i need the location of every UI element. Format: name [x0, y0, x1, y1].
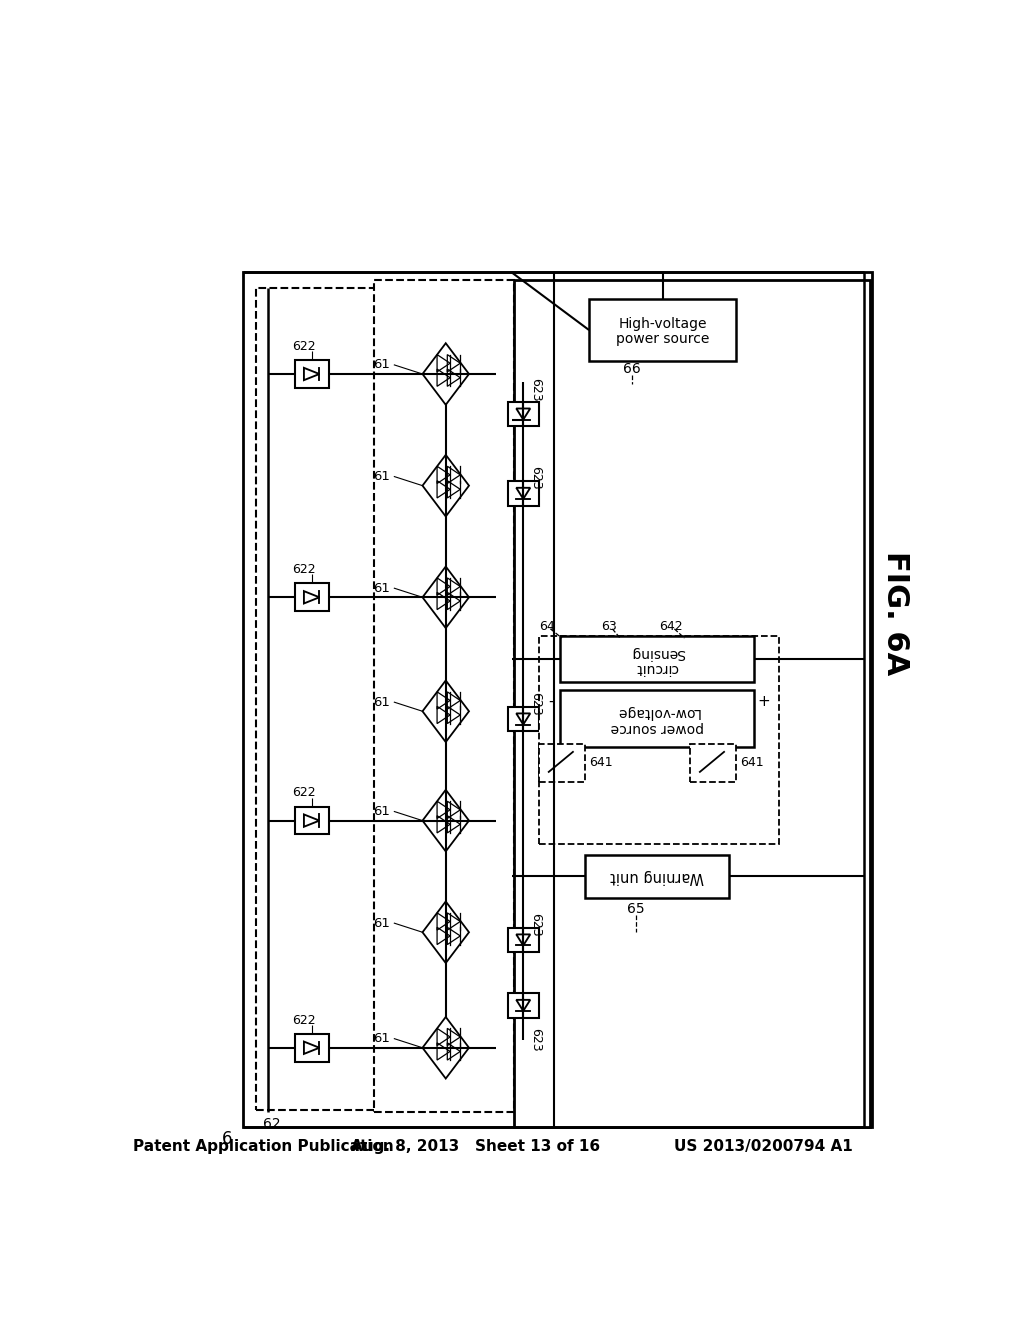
Text: 623: 623 — [529, 912, 542, 936]
Text: 61: 61 — [373, 805, 390, 818]
Bar — [508, 706, 539, 731]
Text: 61: 61 — [373, 358, 390, 371]
Bar — [243, 272, 872, 1127]
Text: power source: power source — [616, 333, 710, 346]
Text: 623: 623 — [529, 378, 542, 401]
Text: 61: 61 — [373, 470, 390, 483]
Text: 63: 63 — [601, 620, 616, 634]
Text: Low-voltage: Low-voltage — [615, 705, 699, 719]
Bar — [586, 855, 729, 898]
Bar — [508, 928, 539, 952]
Text: 642: 642 — [658, 620, 682, 634]
Bar — [256, 288, 496, 1110]
Text: Aug. 8, 2013   Sheet 13 of 16: Aug. 8, 2013 Sheet 13 of 16 — [350, 1139, 600, 1154]
Bar — [295, 583, 329, 611]
Text: 622: 622 — [292, 564, 315, 576]
Text: 66: 66 — [623, 362, 641, 376]
Bar — [508, 993, 539, 1018]
Bar — [560, 689, 755, 747]
Bar — [539, 743, 586, 781]
Text: 61: 61 — [373, 696, 390, 709]
Text: 641: 641 — [589, 756, 612, 770]
Text: 622: 622 — [292, 1014, 315, 1027]
Text: High-voltage: High-voltage — [618, 317, 707, 331]
Bar — [560, 636, 755, 682]
Bar — [375, 280, 514, 1111]
Bar — [508, 401, 539, 426]
Bar — [295, 360, 329, 388]
Text: -: - — [549, 694, 554, 709]
Text: +: + — [757, 694, 770, 709]
Text: 61: 61 — [373, 582, 390, 594]
Bar — [539, 636, 779, 843]
Bar — [295, 807, 329, 834]
Bar — [295, 1034, 329, 1061]
Bar — [690, 743, 736, 781]
Text: 65: 65 — [627, 902, 644, 916]
Bar — [589, 300, 736, 360]
Text: 6: 6 — [222, 1130, 232, 1147]
Text: 61: 61 — [373, 916, 390, 929]
Text: 622: 622 — [292, 787, 315, 800]
Text: 641: 641 — [740, 756, 764, 770]
Text: 61: 61 — [373, 1032, 390, 1045]
Bar — [508, 480, 539, 506]
Text: Sensing: Sensing — [630, 645, 685, 660]
Text: 64: 64 — [539, 620, 554, 634]
Text: 622: 622 — [292, 339, 315, 352]
Bar — [514, 280, 870, 1127]
Text: Warning unit: Warning unit — [610, 869, 703, 884]
Text: 623: 623 — [529, 1028, 542, 1052]
Text: US 2013/0200794 A1: US 2013/0200794 A1 — [674, 1139, 853, 1154]
Text: FIG. 6A: FIG. 6A — [881, 550, 909, 675]
Text: Patent Application Publication: Patent Application Publication — [133, 1139, 394, 1154]
Text: 623: 623 — [529, 466, 542, 490]
Text: 623: 623 — [529, 692, 542, 715]
Text: power source: power source — [610, 721, 705, 735]
Text: 62: 62 — [262, 1117, 281, 1131]
Text: circuit: circuit — [636, 661, 679, 675]
